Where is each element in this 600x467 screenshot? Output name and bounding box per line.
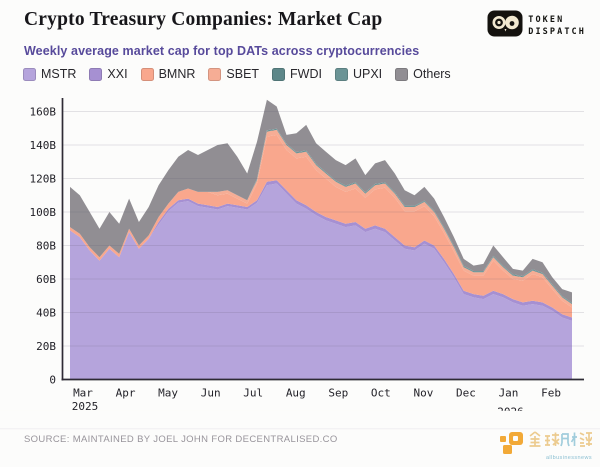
- source-note: SOURCE: MAINTAINED BY JOEL JOHN FOR DECE…: [24, 434, 338, 445]
- x-tick-label: Mar: [73, 387, 93, 400]
- y-tick-label: 60B: [36, 273, 56, 286]
- page-title: Crypto Treasury Companies: Market Cap: [24, 9, 383, 30]
- year-label: 2025: [72, 400, 99, 413]
- legend-swatch-sbet: [208, 67, 222, 81]
- area-bmnr: [70, 134, 572, 318]
- legend-item-mstr: MSTR: [23, 67, 76, 81]
- x-tick-label: May: [158, 387, 178, 400]
- legend-swatch-upxi: [334, 67, 348, 81]
- legend-swatch-mstr: [23, 67, 36, 81]
- legend-label: XXI: [107, 67, 128, 81]
- x-tick-label: Jun: [201, 387, 221, 400]
- x-tick-label: Oct: [371, 387, 391, 400]
- clip-strip: [0, 410, 600, 431]
- x-tick-label: Nov: [413, 387, 433, 400]
- chart-legend: MSTR XXI BMNR SBET FWDI UPXI Others: [23, 67, 451, 81]
- y-tick-label: 0: [49, 373, 56, 386]
- owl-icon: [487, 10, 523, 42]
- legend-label: UPXI: [352, 67, 383, 81]
- x-tick-label: Aug: [286, 387, 306, 400]
- y-tick-label: 160B: [30, 105, 57, 118]
- legend-item-xxi: XXI: [89, 67, 128, 81]
- watermark: allbusinessnews: [500, 431, 593, 461]
- x-tick-label: Feb: [541, 387, 561, 400]
- x-tick-label: Sep: [328, 387, 348, 400]
- watermark-text: allbusinessnews: [528, 431, 593, 461]
- legend-label: MSTR: [41, 67, 77, 81]
- x-tick-label: Jul: [243, 387, 263, 400]
- watermark-subtext: allbusinessnews: [545, 455, 592, 461]
- legend-item-others: Others: [395, 67, 451, 81]
- watermark-logo-icon: [500, 431, 524, 461]
- y-tick-label: 120B: [30, 172, 57, 185]
- y-tick-label: 80B: [36, 239, 56, 252]
- legend-swatch-fwdi: [272, 67, 286, 81]
- legend-label: BMNR: [158, 67, 196, 81]
- brand-line-1: TOKEN: [528, 14, 565, 25]
- x-tick-label: Apr: [116, 387, 136, 400]
- y-tick-label: 20B: [36, 340, 56, 353]
- legend-swatch-bmnr: [140, 67, 154, 81]
- legend-label: FWDI: [290, 67, 322, 81]
- y-tick-label: 140B: [30, 139, 57, 152]
- x-tick-label: Jan: [499, 387, 519, 400]
- legend-item-upxi: UPXI: [334, 67, 383, 81]
- area-mstr: [70, 183, 572, 380]
- legend-item-sbet: SBET: [208, 67, 259, 81]
- brand-line-2: DISPATCH: [528, 27, 586, 37]
- legend-item-fwdi: FWDI: [272, 67, 322, 81]
- brand-wordmark: TOKEN DISPATCH: [528, 14, 586, 39]
- legend-label: SBET: [226, 67, 260, 81]
- legend-label: Others: [413, 67, 451, 81]
- x-tick-label: Dec: [456, 387, 476, 400]
- legend-swatch-others: [395, 67, 409, 81]
- legend-item-bmnr: BMNR: [140, 67, 196, 81]
- legend-swatch-xxi: [89, 67, 103, 81]
- chart-subtitle: Weekly average market cap for top DATs a…: [24, 44, 420, 58]
- token-dispatch-logo: TOKEN DISPATCH: [487, 10, 586, 42]
- y-tick-label: 40B: [36, 306, 56, 319]
- y-tick-label: 100B: [30, 206, 57, 219]
